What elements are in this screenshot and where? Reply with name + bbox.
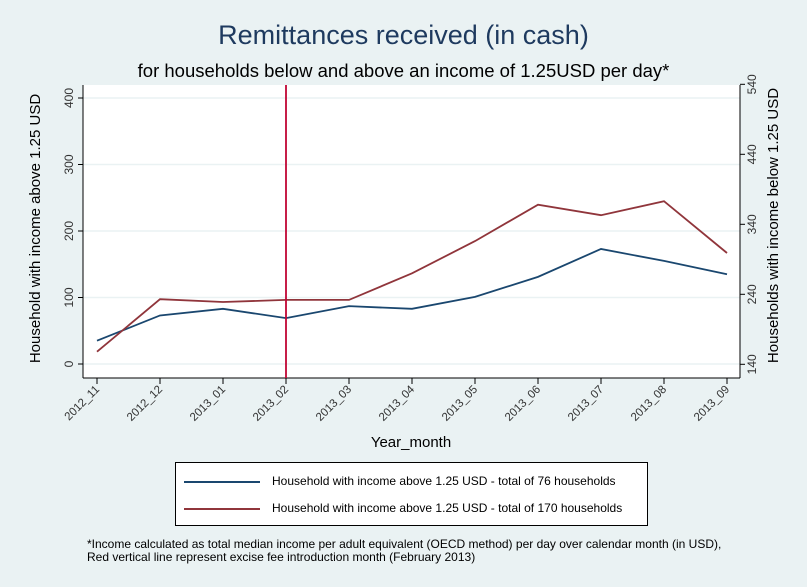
legend-label: Household with income above 1.25 USD - t… (272, 474, 616, 488)
y-right-tick-label: 140 (745, 354, 759, 374)
x-tick-label: 2013_05 (440, 384, 480, 424)
x-tick-label: 2013_02 (251, 384, 291, 424)
x-tick-label: 2013_04 (377, 383, 418, 424)
x-tick-label: 2013_07 (566, 384, 606, 424)
footnote-line-1: *Income calculated as total median incom… (87, 537, 722, 551)
y-right-tick-label: 340 (745, 214, 759, 234)
chart-title: Remittances received (in cash) (218, 20, 589, 50)
legend: Household with income above 1.25 USD - t… (175, 462, 648, 526)
y-left-tick-label: 300 (62, 154, 76, 174)
x-tick-label: 2012_12 (125, 384, 165, 424)
legend-swatch (184, 508, 260, 510)
y-right-tick-label: 440 (745, 144, 759, 164)
x-tick-label: 2013_03 (314, 384, 354, 424)
y-left-tick-label: 100 (62, 287, 76, 307)
legend-swatch (184, 481, 260, 483)
x-tick-label: 2013_01 (188, 384, 228, 424)
y-right-tick-label: 540 (745, 74, 759, 94)
x-tick-label: 2013_09 (692, 384, 732, 424)
y-left-tick-label: 200 (62, 221, 76, 241)
legend-item-series-1: Household with income above 1.25 USD - t… (176, 472, 647, 492)
y-left-tick-label: 400 (62, 88, 76, 108)
y-left-axis-title: Household with income above 1.25 USD (27, 94, 44, 363)
legend-label: Household with income above 1.25 USD - t… (272, 501, 623, 515)
x-axis-title: Year_month (371, 434, 451, 451)
x-tick-label: 2012_11 (63, 384, 103, 424)
y-right-tick-label: 240 (745, 284, 759, 304)
chart-subtitle: for households below and above an income… (137, 60, 670, 81)
y-right-axis-title: Households with income below 1.25 USD (765, 88, 782, 363)
footnote-line-2: Red vertical line represent excise fee i… (87, 550, 476, 564)
legend-item-series-2: Household with income above 1.25 USD - t… (176, 499, 647, 519)
x-tick-label: 2013_08 (629, 384, 669, 424)
x-tick-label: 2013_06 (503, 384, 543, 424)
y-left-tick-label: 0 (62, 360, 76, 367)
